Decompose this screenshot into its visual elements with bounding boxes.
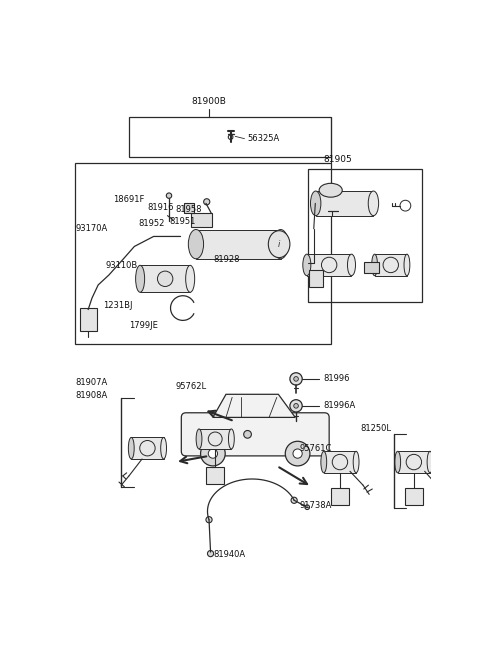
Circle shape — [294, 377, 299, 381]
Bar — [309, 270, 323, 286]
Circle shape — [285, 441, 310, 466]
Ellipse shape — [348, 254, 356, 276]
Ellipse shape — [404, 254, 410, 276]
Bar — [308, 170, 421, 302]
Bar — [75, 163, 331, 345]
Text: 81250L: 81250L — [360, 424, 391, 434]
Text: 81907A: 81907A — [75, 378, 108, 387]
Bar — [316, 191, 373, 215]
Text: 93110B: 93110B — [106, 261, 138, 271]
Ellipse shape — [368, 191, 379, 215]
Circle shape — [406, 455, 421, 470]
Circle shape — [207, 550, 214, 557]
Bar — [140, 265, 190, 292]
Text: 81940A: 81940A — [213, 550, 245, 559]
Text: 81900B: 81900B — [192, 97, 227, 106]
Circle shape — [208, 432, 222, 446]
Circle shape — [166, 193, 172, 198]
Ellipse shape — [128, 438, 134, 459]
Text: 81905: 81905 — [323, 155, 352, 164]
Text: 81951: 81951 — [169, 217, 195, 225]
Circle shape — [294, 403, 299, 408]
Ellipse shape — [136, 265, 144, 292]
Ellipse shape — [161, 438, 167, 459]
Text: 81916: 81916 — [147, 204, 174, 212]
Text: 93170A: 93170A — [75, 224, 108, 233]
Text: 56325A: 56325A — [248, 134, 280, 143]
Text: 95762L: 95762L — [175, 382, 206, 391]
Text: 81958: 81958 — [175, 205, 202, 214]
Ellipse shape — [395, 451, 401, 473]
Text: i: i — [278, 240, 280, 249]
Ellipse shape — [186, 265, 195, 292]
Ellipse shape — [273, 229, 288, 259]
Circle shape — [206, 517, 212, 523]
Ellipse shape — [303, 254, 311, 276]
Text: 81928: 81928 — [214, 255, 240, 264]
Bar — [206, 468, 225, 485]
Ellipse shape — [321, 451, 327, 473]
Circle shape — [244, 430, 252, 438]
FancyBboxPatch shape — [181, 413, 329, 456]
Circle shape — [383, 257, 398, 272]
Circle shape — [201, 441, 225, 466]
Bar — [184, 203, 193, 213]
Bar — [405, 488, 423, 505]
Bar — [129, 117, 331, 157]
Ellipse shape — [196, 429, 202, 449]
Text: 91738A: 91738A — [300, 502, 332, 510]
Circle shape — [305, 505, 310, 510]
Bar — [398, 451, 430, 473]
Circle shape — [204, 198, 210, 205]
Circle shape — [140, 441, 155, 456]
Text: 1799JE: 1799JE — [129, 320, 158, 329]
Text: 81908A: 81908A — [75, 391, 108, 400]
Bar — [191, 214, 212, 227]
Bar — [131, 438, 164, 459]
Bar — [374, 254, 407, 276]
Ellipse shape — [188, 229, 204, 259]
Bar — [196, 229, 281, 259]
Text: 18691F: 18691F — [114, 195, 145, 204]
Ellipse shape — [319, 183, 342, 197]
Circle shape — [322, 257, 337, 272]
Circle shape — [293, 449, 302, 458]
Circle shape — [157, 271, 173, 286]
Ellipse shape — [228, 429, 234, 449]
Text: 1231BJ: 1231BJ — [104, 301, 133, 310]
Circle shape — [290, 373, 302, 385]
Bar — [199, 429, 231, 449]
Bar — [307, 254, 351, 276]
Ellipse shape — [353, 451, 359, 473]
Circle shape — [208, 449, 217, 458]
Bar — [364, 262, 379, 272]
Circle shape — [291, 497, 297, 503]
Ellipse shape — [268, 231, 290, 257]
Bar — [80, 308, 96, 331]
Bar — [324, 451, 356, 473]
Text: 81996A: 81996A — [323, 402, 355, 410]
Text: 81952: 81952 — [138, 219, 165, 228]
Polygon shape — [213, 394, 295, 417]
Text: 81996: 81996 — [323, 375, 349, 383]
Ellipse shape — [427, 451, 433, 473]
Ellipse shape — [311, 191, 321, 215]
Text: 95761C: 95761C — [300, 443, 332, 453]
Circle shape — [290, 400, 302, 412]
Bar — [331, 488, 349, 505]
Ellipse shape — [372, 254, 377, 276]
Circle shape — [332, 455, 348, 470]
